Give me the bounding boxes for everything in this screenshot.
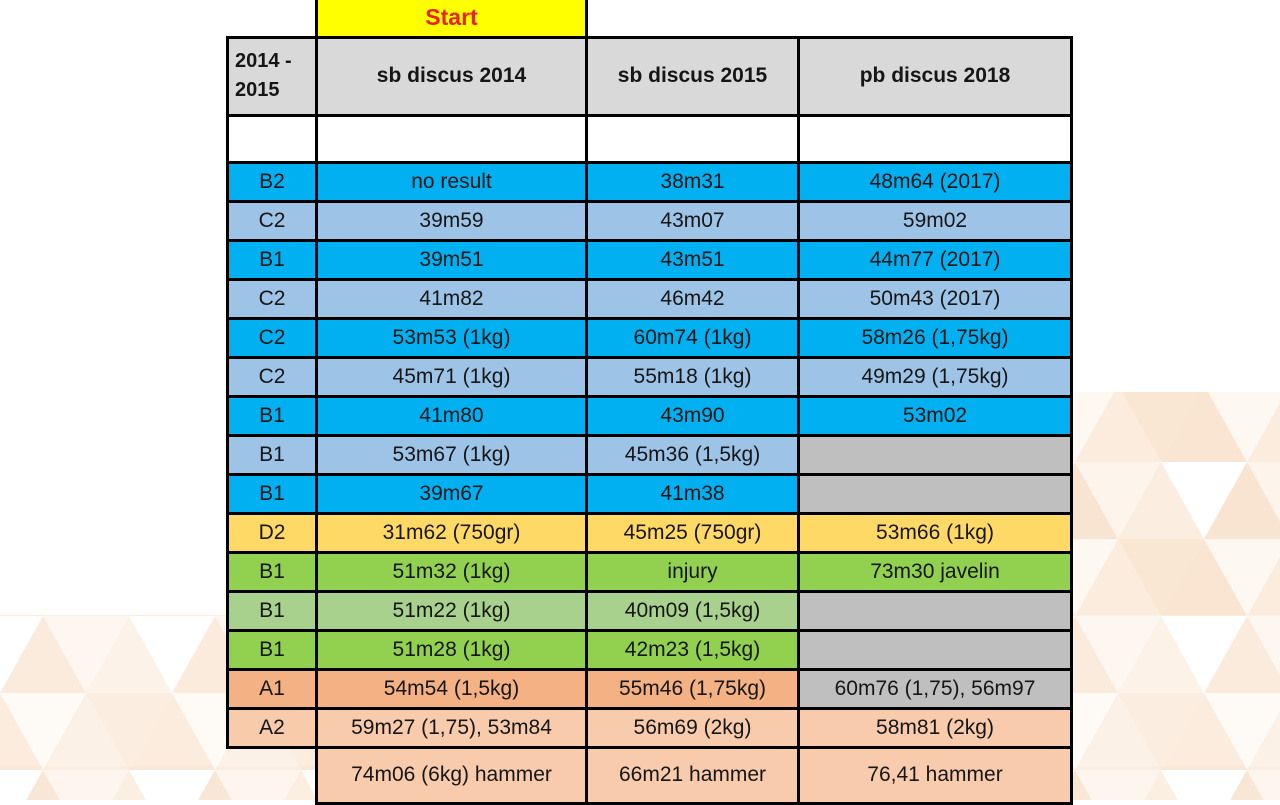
- result-2014-cell: 41m82: [315, 277, 588, 320]
- spacer-row: [226, 113, 1073, 164]
- result-2015-cell: 66m21 hammer: [585, 745, 800, 805]
- category-cell: B1: [226, 589, 318, 632]
- table-row: 74m06 (6kg) hammer 66m21 hammer 76,41 ha…: [228, 745, 1073, 805]
- result-2015-cell: 41m38: [585, 472, 800, 515]
- result-2018-cell: [797, 628, 1073, 671]
- result-2018-cell: 73m30 javelin: [797, 550, 1073, 593]
- result-2014-cell: 51m28 (1kg): [315, 628, 588, 671]
- result-2014-cell: 53m53 (1kg): [315, 316, 588, 359]
- table-row: B1 53m67 (1kg) 45m36 (1,5kg): [226, 433, 1073, 476]
- result-2018-cell: 50m43 (2017): [797, 277, 1073, 320]
- result-2018-cell: 53m66 (1kg): [797, 511, 1073, 554]
- header-row: 2014 - 2015 sb discus 2014 sb discus 201…: [226, 35, 1073, 117]
- spacer-cell: [799, 0, 1072, 37]
- result-2015-cell: 56m69 (2kg): [585, 706, 800, 749]
- table-row: B1 51m22 (1kg) 40m09 (1,5kg): [226, 589, 1073, 632]
- col-header-pb-discus-2018: pb discus 2018: [797, 35, 1073, 117]
- table-row: B1 41m80 43m90 53m02: [226, 394, 1073, 437]
- spacer-cell: [585, 113, 800, 164]
- result-2014-cell: 51m22 (1kg): [315, 589, 588, 632]
- result-2014-cell: no result: [315, 160, 588, 203]
- result-2018-cell: 58m26 (1,75kg): [797, 316, 1073, 359]
- category-cell: B1: [226, 238, 318, 281]
- category-cell: C2: [226, 199, 318, 242]
- category-cell: C2: [226, 277, 318, 320]
- category-cell: C2: [226, 316, 318, 359]
- result-2018-cell: [797, 472, 1073, 515]
- table-row: C2 53m53 (1kg) 60m74 (1kg) 58m26 (1,75kg…: [226, 316, 1073, 359]
- table-row: B1 51m28 (1kg) 42m23 (1,5kg): [226, 628, 1073, 671]
- spacer-cell: [228, 0, 317, 37]
- table-row: B2 no result 38m31 48m64 (2017): [226, 160, 1073, 203]
- result-2018-cell: [797, 433, 1073, 476]
- category-cell: [228, 747, 317, 803]
- result-2014-cell: 39m67: [315, 472, 588, 515]
- table-row: B1 39m51 43m51 44m77 (2017): [226, 238, 1073, 281]
- result-2015-cell: 45m25 (750gr): [585, 511, 800, 554]
- category-cell: A1: [226, 667, 318, 710]
- category-cell: B1: [226, 628, 318, 671]
- result-2018-cell: 60m76 (1,75), 56m97: [797, 667, 1073, 710]
- result-2014-cell: 74m06 (6kg) hammer: [315, 745, 588, 805]
- col-header-sb-discus-2015: sb discus 2015: [585, 35, 800, 117]
- spacer-cell: [587, 0, 799, 37]
- result-2015-cell: 60m74 (1kg): [585, 316, 800, 359]
- result-2018-cell: 53m02: [797, 394, 1073, 437]
- col-header-sb-discus-2014: sb discus 2014: [315, 35, 588, 117]
- table-row: A1 54m54 (1,5kg) 55m46 (1,75kg) 60m76 (1…: [226, 667, 1073, 710]
- category-cell: D2: [226, 511, 318, 554]
- result-2015-cell: 38m31: [585, 160, 800, 203]
- spacer-cell: [797, 113, 1073, 164]
- result-2018-cell: 59m02: [797, 199, 1073, 242]
- table-row: B1 39m67 41m38: [226, 472, 1073, 515]
- result-2015-cell: 43m07: [585, 199, 800, 242]
- result-2014-cell: 54m54 (1,5kg): [315, 667, 588, 710]
- result-2014-cell: 39m59: [315, 199, 588, 242]
- result-2018-cell: [797, 589, 1073, 632]
- spacer-cell: [315, 113, 588, 164]
- start-header: Start: [315, 0, 588, 39]
- result-2014-cell: 41m80: [315, 394, 588, 437]
- result-2018-cell: 58m81 (2kg): [797, 706, 1073, 749]
- result-2015-cell: 43m90: [585, 394, 800, 437]
- table-row: C2 39m59 43m07 59m02: [226, 199, 1073, 242]
- result-2018-cell: 44m77 (2017): [797, 238, 1073, 281]
- result-2015-cell: 43m51: [585, 238, 800, 281]
- col-header-period: 2014 - 2015: [226, 35, 318, 117]
- result-2015-cell: 55m46 (1,75kg): [585, 667, 800, 710]
- result-2014-cell: 39m51: [315, 238, 588, 281]
- category-cell: C2: [226, 355, 318, 398]
- table-row: C2 41m82 46m42 50m43 (2017): [226, 277, 1073, 320]
- result-2014-cell: 53m67 (1kg): [315, 433, 588, 476]
- result-2015-cell: 46m42: [585, 277, 800, 320]
- result-2015-cell: 42m23 (1,5kg): [585, 628, 800, 671]
- table-row: D2 31m62 (750gr) 45m25 (750gr) 53m66 (1k…: [226, 511, 1073, 554]
- category-cell: B1: [226, 472, 318, 515]
- table-row: B1 51m32 (1kg) injury 73m30 javelin: [226, 550, 1073, 593]
- table-row: A2 59m27 (1,75), 53m84 56m69 (2kg) 58m81…: [226, 706, 1073, 749]
- result-2015-cell: 40m09 (1,5kg): [585, 589, 800, 632]
- category-cell: B1: [226, 433, 318, 476]
- result-2014-cell: 31m62 (750gr): [315, 511, 588, 554]
- category-cell: B1: [226, 550, 318, 593]
- spacer-cell: [226, 113, 318, 164]
- category-cell: A2: [226, 706, 318, 749]
- result-2014-cell: 51m32 (1kg): [315, 550, 588, 593]
- category-cell: B2: [226, 160, 318, 203]
- result-2014-cell: 45m71 (1kg): [315, 355, 588, 398]
- result-2014-cell: 59m27 (1,75), 53m84: [315, 706, 588, 749]
- results-table: Start 2014 - 2015 sb discus 2014 sb disc…: [226, 0, 1073, 805]
- result-2015-cell: injury: [585, 550, 800, 593]
- result-2018-cell: 76,41 hammer: [797, 745, 1073, 805]
- result-2018-cell: 48m64 (2017): [797, 160, 1073, 203]
- result-2015-cell: 55m18 (1kg): [585, 355, 800, 398]
- category-cell: B1: [226, 394, 318, 437]
- result-2018-cell: 49m29 (1,75kg): [797, 355, 1073, 398]
- result-2015-cell: 45m36 (1,5kg): [585, 433, 800, 476]
- start-row: Start: [228, 0, 1072, 39]
- table-row: C2 45m71 (1kg) 55m18 (1kg) 49m29 (1,75kg…: [226, 355, 1073, 398]
